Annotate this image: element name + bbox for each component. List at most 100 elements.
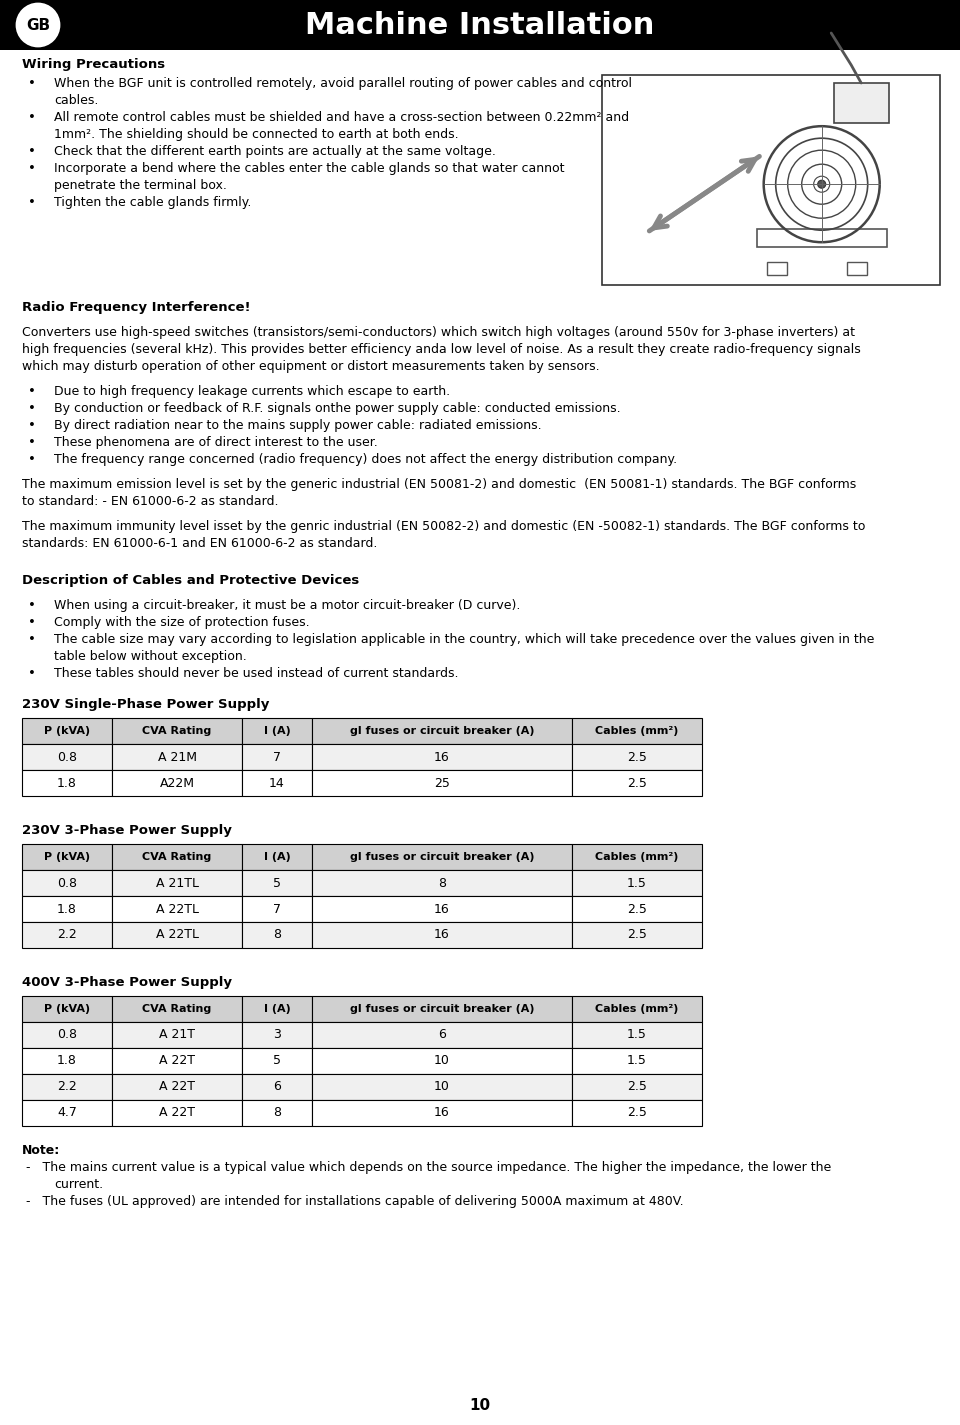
Text: Wiring Precautions: Wiring Precautions [22,58,165,71]
Bar [312,996,572,1022]
Text: 6: 6 [273,1080,281,1093]
Bar [112,744,242,770]
Text: A 22TL: A 22TL [156,902,199,915]
Text: I (A): I (A) [264,725,290,735]
Text: 1.5: 1.5 [627,876,647,889]
Text: Machine Installation: Machine Installation [305,10,655,40]
Text: 7: 7 [273,902,281,915]
Text: These tables should never be used instead of current standards.: These tables should never be used instea… [54,667,459,680]
Text: I (A): I (A) [264,1005,290,1015]
Bar [312,1100,572,1126]
Bar [22,896,112,922]
Bar [312,871,572,896]
Text: 230V Single-Phase Power Supply: 230V Single-Phase Power Supply [22,698,270,711]
Text: penetrate the terminal box.: penetrate the terminal box. [54,180,227,192]
Bar [242,996,312,1022]
Circle shape [818,180,826,188]
Text: CVA Rating: CVA Rating [142,1005,211,1015]
Text: 0.8: 0.8 [57,751,77,764]
Text: A22M: A22M [159,777,195,789]
Text: 16: 16 [434,751,450,764]
Text: •: • [28,633,36,646]
Text: The maximum emission level is set by the generic industrial (EN 50081-2) and dom: The maximum emission level is set by the… [22,477,856,492]
Text: 8: 8 [273,1106,281,1120]
Bar [242,1100,312,1126]
Text: 8: 8 [273,929,281,942]
Text: •: • [28,111,36,124]
Text: Incorporate a bend where the cables enter the cable glands so that water cannot: Incorporate a bend where the cables ente… [54,162,564,175]
Text: The cable size may vary according to legislation applicable in the country, whic: The cable size may vary according to leg… [54,633,875,646]
Bar [22,1100,112,1126]
Circle shape [17,4,59,46]
Text: Radio Frequency Interference!: Radio Frequency Interference! [22,301,251,314]
Bar [22,1022,112,1047]
Text: A 22T: A 22T [159,1106,195,1120]
Bar [242,744,312,770]
Text: The frequency range concerned (radio frequency) does not affect the energy distr: The frequency range concerned (radio fre… [54,453,677,466]
Text: 1.8: 1.8 [57,1054,77,1067]
Text: current.: current. [54,1178,103,1191]
Bar [756,229,887,247]
Text: 14: 14 [269,777,285,789]
Text: 10: 10 [469,1398,491,1412]
Text: CVA Rating: CVA Rating [142,852,211,862]
Bar [312,1022,572,1047]
Bar [242,770,312,797]
Bar [572,844,702,871]
Bar [112,871,242,896]
Text: Due to high frequency leakage currents which escape to earth.: Due to high frequency leakage currents w… [54,385,450,398]
Text: -   The fuses (UL approved) are intended for installations capable of delivering: - The fuses (UL approved) are intended f… [26,1196,684,1208]
Text: CVA Rating: CVA Rating [142,725,211,735]
Bar [312,1074,572,1100]
Text: gl fuses or circuit breaker (A): gl fuses or circuit breaker (A) [349,725,535,735]
Bar [847,262,867,275]
Text: Description of Cables and Protective Devices: Description of Cables and Protective Dev… [22,574,359,587]
Bar [572,1022,702,1047]
Text: When the BGF unit is controlled remotely, avoid parallel routing of power cables: When the BGF unit is controlled remotely… [54,77,632,90]
Text: A 22TL: A 22TL [156,929,199,942]
Bar [112,770,242,797]
Text: A 21TL: A 21TL [156,876,199,889]
Text: These phenomena are of direct interest to the user.: These phenomena are of direct interest t… [54,436,377,449]
Bar [572,718,702,744]
Bar [312,718,572,744]
Text: A 22T: A 22T [159,1054,195,1067]
Bar [242,922,312,948]
Text: 2.5: 2.5 [627,777,647,789]
Bar [242,844,312,871]
Bar [242,1074,312,1100]
Bar [242,896,312,922]
Bar [572,996,702,1022]
Bar [112,922,242,948]
Bar [22,770,112,797]
Text: 0.8: 0.8 [57,1029,77,1042]
Text: 25: 25 [434,777,450,789]
Bar [22,744,112,770]
Bar [112,1022,242,1047]
Text: When using a circuit-breaker, it must be a motor circuit-breaker (D curve).: When using a circuit-breaker, it must be… [54,598,520,611]
Bar [312,844,572,871]
Text: 1.5: 1.5 [627,1029,647,1042]
Text: P (kVA): P (kVA) [44,725,90,735]
Text: P (kVA): P (kVA) [44,1005,90,1015]
Text: 16: 16 [434,1106,450,1120]
Bar [312,922,572,948]
Text: 8: 8 [438,876,446,889]
Bar [22,922,112,948]
Text: •: • [28,145,36,158]
Text: 2.5: 2.5 [627,751,647,764]
Text: 1.5: 1.5 [627,1054,647,1067]
Bar [242,871,312,896]
Bar [242,1047,312,1074]
Text: 2.2: 2.2 [58,929,77,942]
Text: 2.2: 2.2 [58,1080,77,1093]
Text: 1.8: 1.8 [57,777,77,789]
Bar [572,744,702,770]
Text: A 21T: A 21T [159,1029,195,1042]
Text: 7: 7 [273,751,281,764]
Bar [22,1074,112,1100]
Bar [312,1047,572,1074]
Text: 16: 16 [434,902,450,915]
Text: Cables (mm²): Cables (mm²) [595,852,679,862]
Text: By direct radiation near to the mains supply power cable: radiated emissions.: By direct radiation near to the mains su… [54,419,541,432]
